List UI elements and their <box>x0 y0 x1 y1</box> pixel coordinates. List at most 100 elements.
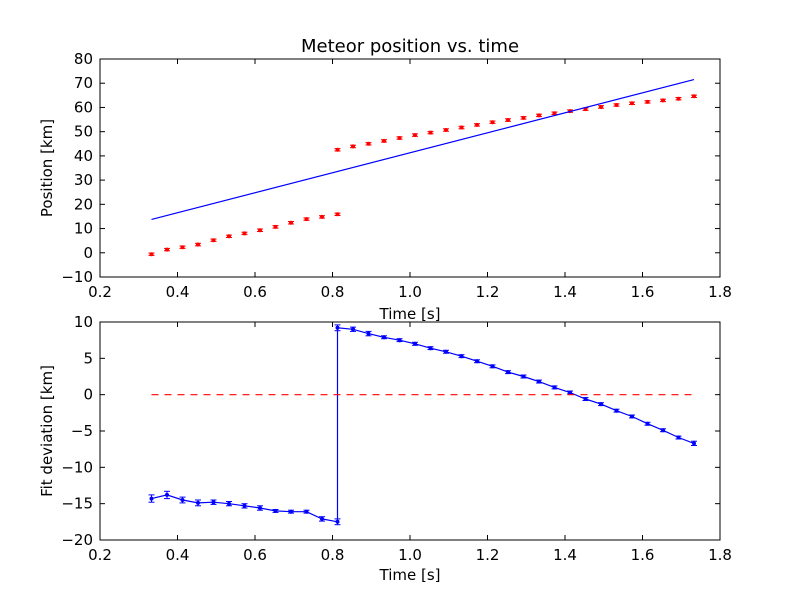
y-tick-label: 30 <box>74 171 93 189</box>
y-tick-label: 0 <box>83 244 93 262</box>
data-point <box>661 98 665 103</box>
data-point <box>165 247 169 252</box>
data-point <box>583 397 588 401</box>
data-point <box>351 144 355 149</box>
data-point <box>428 346 433 351</box>
data-point <box>289 509 293 514</box>
data-point <box>227 501 231 506</box>
data-point <box>599 105 603 109</box>
data-point <box>459 125 464 130</box>
data-point <box>149 496 154 501</box>
data-point <box>552 385 557 390</box>
data-point <box>475 122 479 127</box>
x-tick-label: 0.6 <box>243 546 267 564</box>
y-tick-label: 10 <box>74 313 93 331</box>
data-point <box>258 228 262 233</box>
axis-ticks: 0.2 0.4 0.6 0.8 1.0 1.2 1.4 1.6 1.8 −20 −15 −10 −5 0 5… <box>61 313 732 564</box>
y-tick-label: 40 <box>74 147 93 165</box>
y-tick-label: 60 <box>74 98 93 116</box>
data-point <box>242 503 247 508</box>
data-point <box>506 118 510 122</box>
x-tick-label: 1.8 <box>708 283 732 301</box>
data-point <box>428 130 433 135</box>
y-tick-label: 70 <box>74 74 93 92</box>
x-tick-label: 1.2 <box>476 283 500 301</box>
data-point <box>180 498 185 502</box>
data-point <box>413 133 417 138</box>
data-point <box>273 508 278 513</box>
y-tick-label: −5 <box>71 422 93 440</box>
y-tick-label: −10 <box>61 458 93 476</box>
x-tick-label: 1.0 <box>398 546 422 564</box>
data-point <box>692 94 696 99</box>
data-point <box>521 374 526 379</box>
data-point <box>165 492 169 497</box>
x-tick-label: 0.2 <box>88 546 112 564</box>
data-point <box>459 354 464 359</box>
x-tick-label: 0.4 <box>166 283 190 301</box>
x-tick-label: 0.8 <box>321 546 345 564</box>
data-point <box>537 379 541 384</box>
data-point <box>335 147 340 152</box>
data-point <box>475 359 479 364</box>
data-point <box>242 231 247 236</box>
data-point <box>273 224 278 229</box>
data-point <box>320 214 324 219</box>
data-point <box>676 96 681 101</box>
data-point <box>645 99 650 104</box>
data-point <box>366 141 371 146</box>
x-tick-label: 0.2 <box>88 283 112 301</box>
data-point <box>397 338 402 343</box>
y-tick-label: 5 <box>83 349 93 367</box>
x-tick-label: 1.8 <box>708 546 732 564</box>
y-tick-label: 80 <box>74 50 93 68</box>
data-point <box>211 500 216 505</box>
data-point <box>614 103 619 107</box>
data-point <box>645 421 650 426</box>
chart-title: Meteor position vs. time <box>301 36 519 57</box>
x-tick-label: 1.4 <box>553 283 577 301</box>
data-point <box>630 101 634 106</box>
data-point <box>227 234 231 239</box>
data-point <box>180 245 185 250</box>
data-point <box>196 500 200 505</box>
deviation-marks <box>148 324 697 526</box>
y-axis-label: Fit deviation [km] <box>38 365 56 497</box>
data-point <box>382 335 386 340</box>
data-point <box>537 113 541 118</box>
data-point <box>289 220 293 225</box>
data-point <box>676 435 681 440</box>
data-point <box>599 402 603 407</box>
y-axis-label: Position [km] <box>38 119 56 217</box>
data-point <box>382 138 386 143</box>
data-point <box>413 341 417 346</box>
data-point <box>366 331 371 336</box>
y-tick-label: −20 <box>61 531 93 549</box>
x-tick-label: 1.0 <box>398 283 422 301</box>
y-tick-label: −10 <box>61 268 93 286</box>
axis-ticks: 0.2 0.4 0.6 0.8 1.0 1.2 1.4 1.6 1.8 −10 0 10 20 30 40 5… <box>61 50 732 301</box>
data-point <box>320 516 324 521</box>
data-point <box>196 242 200 247</box>
y-tick-label: 10 <box>74 220 93 238</box>
position-marks <box>148 79 697 257</box>
x-tick-label: 1.4 <box>553 546 577 564</box>
data-point <box>211 238 216 243</box>
data-point <box>614 408 619 413</box>
x-axis-label: Time [s] <box>379 305 441 323</box>
position-chart: Meteor position vs. time 0.2 0.4 0.6 0.8 1.0… <box>38 36 732 323</box>
data-point <box>304 217 309 222</box>
x-tick-label: 0.4 <box>166 546 190 564</box>
data-point <box>335 519 340 524</box>
data-point <box>490 120 495 125</box>
data-point <box>397 136 402 140</box>
y-tick-label: 20 <box>74 195 93 213</box>
y-tick-label: −15 <box>61 495 93 513</box>
data-point <box>258 506 262 510</box>
x-tick-label: 1.6 <box>631 546 655 564</box>
data-point <box>335 325 340 330</box>
data-point <box>335 212 340 217</box>
x-tick-label: 1.2 <box>476 546 500 564</box>
data-point <box>506 370 510 375</box>
